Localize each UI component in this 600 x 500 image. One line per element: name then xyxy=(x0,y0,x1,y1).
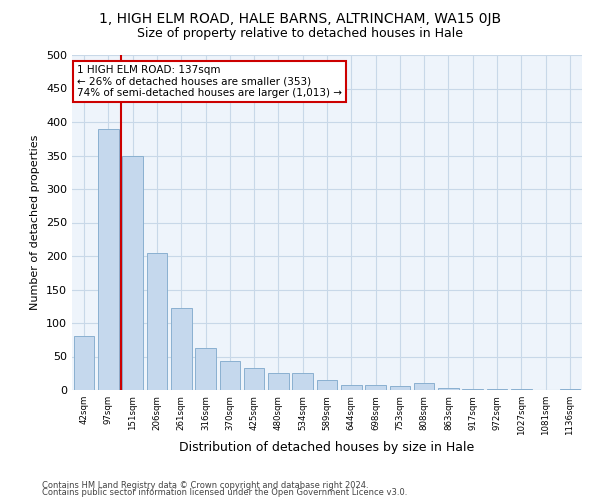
Bar xyxy=(268,373,289,390)
Text: Size of property relative to detached houses in Hale: Size of property relative to detached ho… xyxy=(137,28,463,40)
Bar xyxy=(317,380,337,390)
Bar xyxy=(146,252,167,390)
Bar xyxy=(171,308,191,390)
Bar xyxy=(414,384,434,390)
Bar xyxy=(244,368,265,390)
Bar xyxy=(220,360,240,390)
Bar xyxy=(438,388,459,390)
Text: 1, HIGH ELM ROAD, HALE BARNS, ALTRINCHAM, WA15 0JB: 1, HIGH ELM ROAD, HALE BARNS, ALTRINCHAM… xyxy=(99,12,501,26)
Bar xyxy=(74,336,94,390)
Bar xyxy=(292,373,313,390)
Bar xyxy=(365,384,386,390)
Y-axis label: Number of detached properties: Number of detached properties xyxy=(31,135,40,310)
Bar xyxy=(98,128,119,390)
Bar xyxy=(195,348,216,390)
Bar xyxy=(122,156,143,390)
Bar xyxy=(389,386,410,390)
Text: 1 HIGH ELM ROAD: 137sqm
← 26% of detached houses are smaller (353)
74% of semi-d: 1 HIGH ELM ROAD: 137sqm ← 26% of detache… xyxy=(77,65,342,98)
Text: Contains HM Land Registry data © Crown copyright and database right 2024.: Contains HM Land Registry data © Crown c… xyxy=(42,480,368,490)
X-axis label: Distribution of detached houses by size in Hale: Distribution of detached houses by size … xyxy=(179,441,475,454)
Bar xyxy=(341,384,362,390)
Text: Contains public sector information licensed under the Open Government Licence v3: Contains public sector information licen… xyxy=(42,488,407,497)
